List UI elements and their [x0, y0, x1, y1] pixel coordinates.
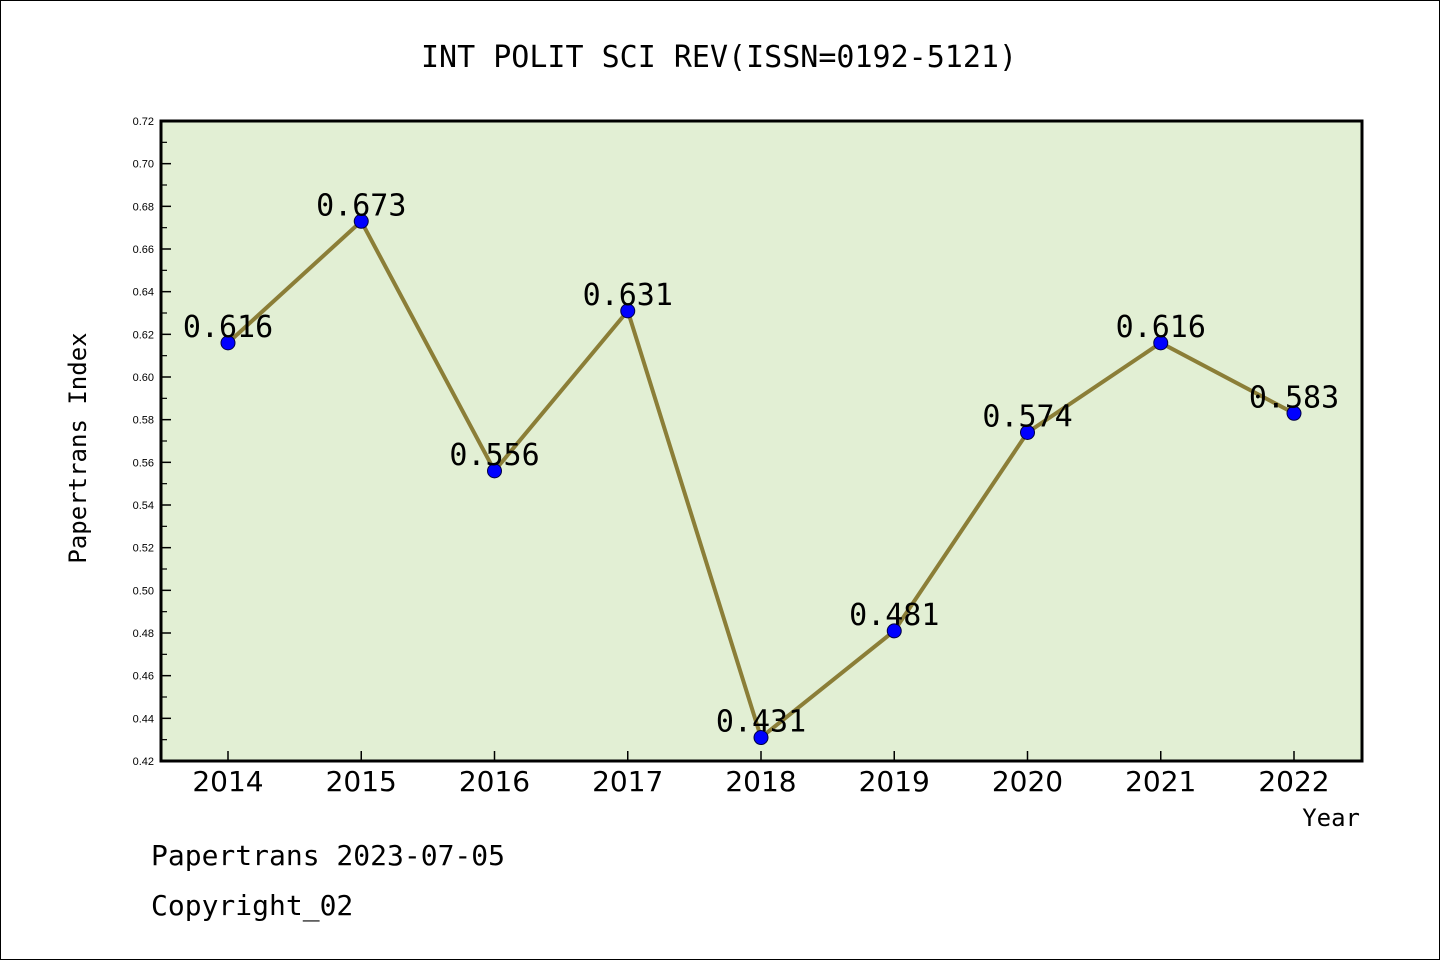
data-points [220, 213, 1302, 746]
data-label: 0.574 [982, 399, 1072, 434]
footer-source: Papertrans 2023-07-05 [151, 839, 505, 872]
data-point [220, 335, 236, 351]
x-tick-label: 2018 [725, 765, 796, 798]
x-tick-label: 2022 [1258, 765, 1329, 798]
y-tick-label: 0.52 [133, 543, 154, 555]
data-label: 0.481 [849, 598, 939, 633]
x-tick-label: 2019 [859, 765, 930, 798]
data-labels: 0.616 0.673 0.556 0.631 0.431 0.481 0.574 0.616… [183, 188, 1339, 739]
data-point [1020, 424, 1035, 440]
y-axis-ticks: 0.42 0.44 0.46 0.48 0.50 0.52 0.54 0.56 0.58 0.60… [133, 116, 171, 768]
x-axis-ticks: 2014 2015 2016 2017 2018 2019 2020 2021 2022 [192, 751, 1330, 798]
y-tick-label: 0.62 [133, 329, 154, 341]
data-point [487, 463, 502, 479]
y-tick-label: 0.64 [133, 287, 154, 299]
x-axis-title: Year [1302, 804, 1360, 832]
y-tick-label: 0.54 [133, 500, 154, 512]
y-tick-label: 0.70 [133, 159, 154, 171]
data-label: 0.583 [1249, 380, 1339, 415]
data-point [1286, 405, 1302, 421]
x-tick-label: 2020 [992, 765, 1063, 798]
x-tick-label: 2014 [192, 765, 263, 798]
y-tick-label: 0.42 [133, 756, 154, 768]
x-tick-label: 2021 [1125, 765, 1196, 798]
y-tick-label: 0.44 [133, 713, 154, 725]
y-tick-label: 0.60 [133, 372, 154, 384]
y-axis-title: Papertrans Index [64, 332, 92, 563]
data-label: 0.616 [183, 310, 273, 345]
x-tick-label: 2016 [459, 765, 530, 798]
y-tick-label: 0.46 [133, 671, 154, 683]
y-tick-label: 0.58 [133, 415, 154, 427]
y-tick-label: 0.56 [133, 457, 154, 469]
y-tick-label: 0.48 [133, 628, 154, 640]
data-point [1153, 335, 1169, 351]
data-label: 0.556 [449, 438, 539, 473]
y-tick-label: 0.50 [133, 585, 154, 597]
y-tick-label: 0.68 [133, 201, 154, 213]
data-label: 0.673 [316, 188, 406, 223]
data-label: 0.431 [716, 705, 806, 740]
chart-title: INT POLIT SCI REV(ISSN=0192-5121) [421, 40, 1017, 75]
x-tick-label: 2017 [592, 765, 663, 798]
data-label: 0.631 [583, 278, 673, 313]
y-tick-label: 0.66 [133, 244, 154, 256]
data-point [753, 730, 769, 746]
data-point [886, 623, 902, 639]
data-point [353, 213, 369, 229]
data-label: 0.616 [1116, 310, 1206, 345]
footer-copyright: Copyright_02 [151, 889, 353, 923]
y-tick-label: 0.72 [133, 116, 154, 128]
x-tick-label: 2015 [326, 765, 397, 798]
data-point [620, 303, 636, 319]
